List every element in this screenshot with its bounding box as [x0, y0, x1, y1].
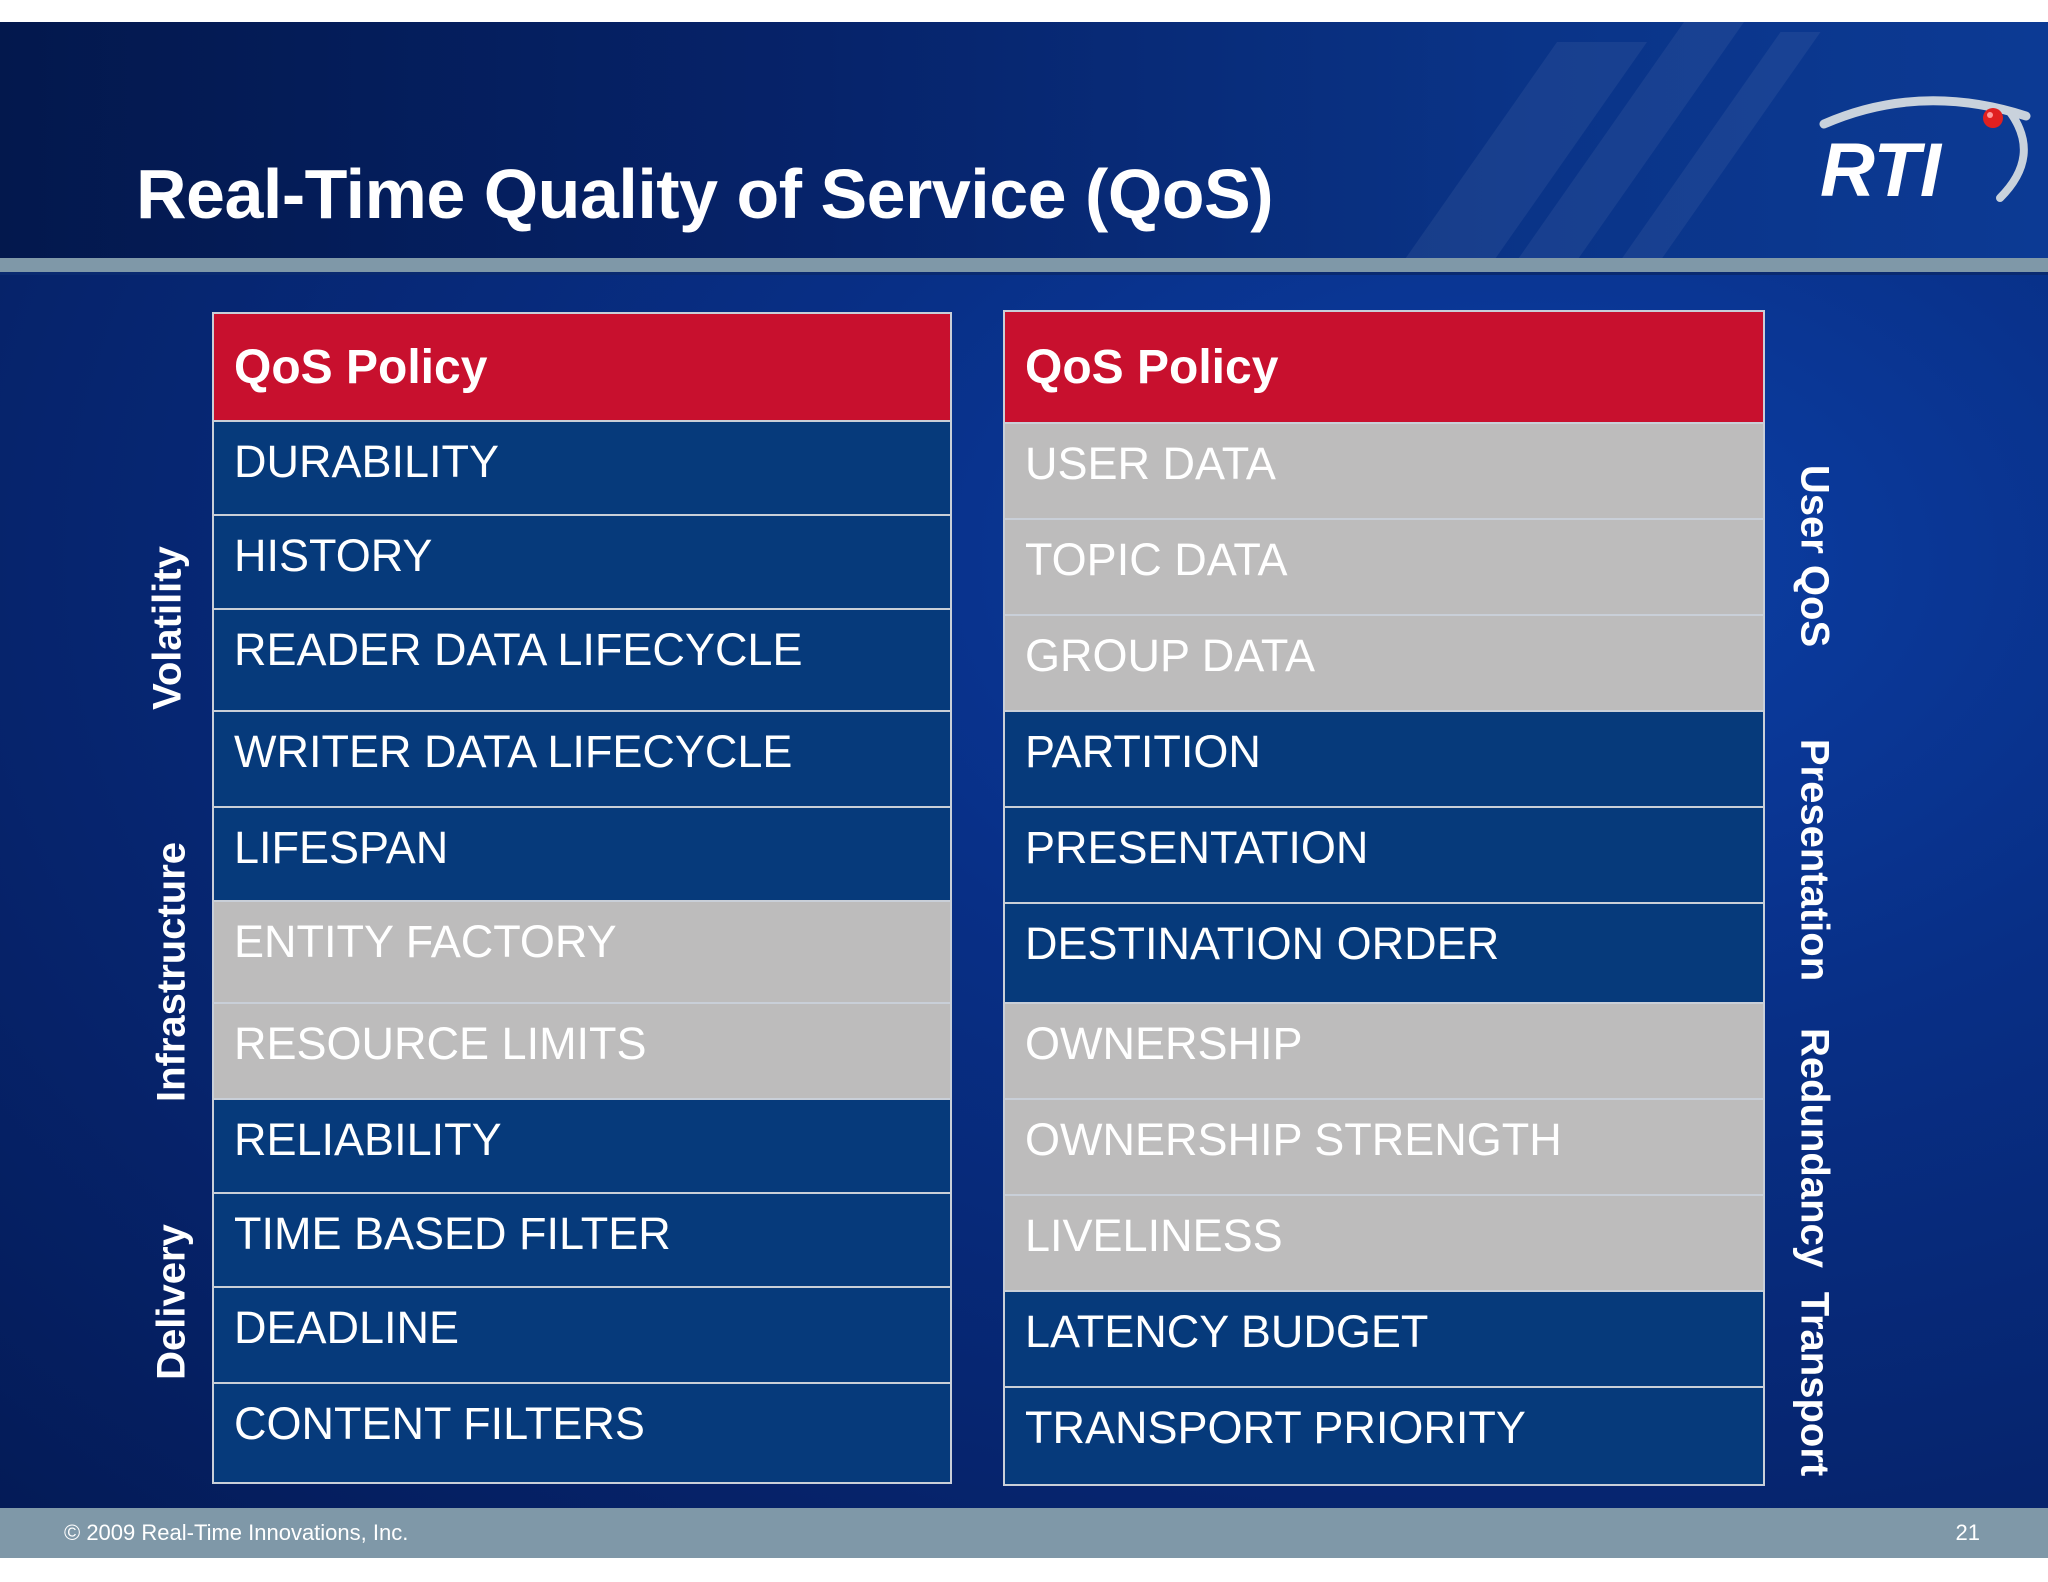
group-label-infrastructure: Infrastructure: [149, 841, 194, 1103]
policy-row-history: HISTORY: [214, 516, 950, 610]
policy-row-destination-order: DESTINATION ORDER: [1005, 904, 1763, 1004]
policy-row-content-filters: CONTENT FILTERS: [214, 1384, 950, 1482]
policy-row-lifespan: LIFESPAN: [214, 808, 950, 902]
policy-row-presentation: PRESENTATION: [1005, 808, 1763, 904]
rti-logo: RTI: [1819, 96, 2031, 206]
policy-row-ownership: OWNERSHIP: [1005, 1004, 1763, 1100]
group-label-transport: Transport: [1792, 1291, 1837, 1477]
policy-row-resource-limits: RESOURCE LIMITS: [214, 1004, 950, 1100]
policy-row-transport-priority: TRANSPORT PRIORITY: [1005, 1388, 1763, 1484]
policy-row-topic-data: TOPIC DATA: [1005, 520, 1763, 616]
policy-row-deadline: DEADLINE: [214, 1288, 950, 1384]
policy-row-reader-data-lifecycle: READER DATA LIFECYCLE: [214, 610, 950, 712]
policy-row-time-based-filter: TIME BASED FILTER: [214, 1194, 950, 1288]
logo-wordmark: RTI: [1820, 128, 1943, 206]
policy-row-partition: PARTITION: [1005, 712, 1763, 808]
slide: Real-Time Quality of Service (QoS) RTI Q…: [0, 22, 2048, 1558]
copyright-notice: © 2009 Real-Time Innovations, Inc.: [64, 1520, 409, 1545]
group-label-delivery: Delivery: [149, 1224, 194, 1380]
group-label-redundancy: Redundancy: [1792, 1027, 1837, 1269]
policy-row-durability: DURABILITY: [214, 422, 950, 516]
page-number: 21: [1955, 1520, 1980, 1545]
policy-row-user-data: USER DATA: [1005, 424, 1763, 520]
policy-row-reliability: RELIABILITY: [214, 1100, 950, 1194]
group-label-user-qos: User QoS: [1792, 464, 1837, 648]
qos-policy-table-left: QoS Policy DURABILITY HISTORY READER DATA …: [212, 312, 952, 1484]
slide-header: Real-Time Quality of Service (QoS) RTI: [0, 22, 2048, 262]
group-label-volatility: Volatility: [145, 546, 190, 710]
policy-row-group-data: GROUP DATA: [1005, 616, 1763, 712]
policy-row-liveliness: LIVELINESS: [1005, 1196, 1763, 1292]
policy-row-latency-budget: LATENCY BUDGET: [1005, 1292, 1763, 1388]
header-separator-shadow: [0, 272, 2048, 275]
qos-policy-table-right: QoS Policy USER DATA TOPIC DATA GROUP DATA…: [1003, 310, 1765, 1486]
table-header: QoS Policy: [214, 314, 950, 422]
policy-row-ownership-strength: OWNERSHIP STRENGTH: [1005, 1100, 1763, 1196]
table-header: QoS Policy: [1005, 312, 1763, 424]
group-label-presentation: Presentation: [1792, 738, 1837, 982]
slide-footer: © 2009 Real-Time Innovations, Inc. 21: [0, 1508, 2048, 1558]
policy-row-entity-factory: ENTITY FACTORY: [214, 902, 950, 1004]
policy-row-writer-data-lifecycle: WRITER DATA LIFECYCLE: [214, 712, 950, 808]
header-separator: [0, 258, 2048, 272]
slide-title: Real-Time Quality of Service (QoS): [136, 155, 1274, 233]
